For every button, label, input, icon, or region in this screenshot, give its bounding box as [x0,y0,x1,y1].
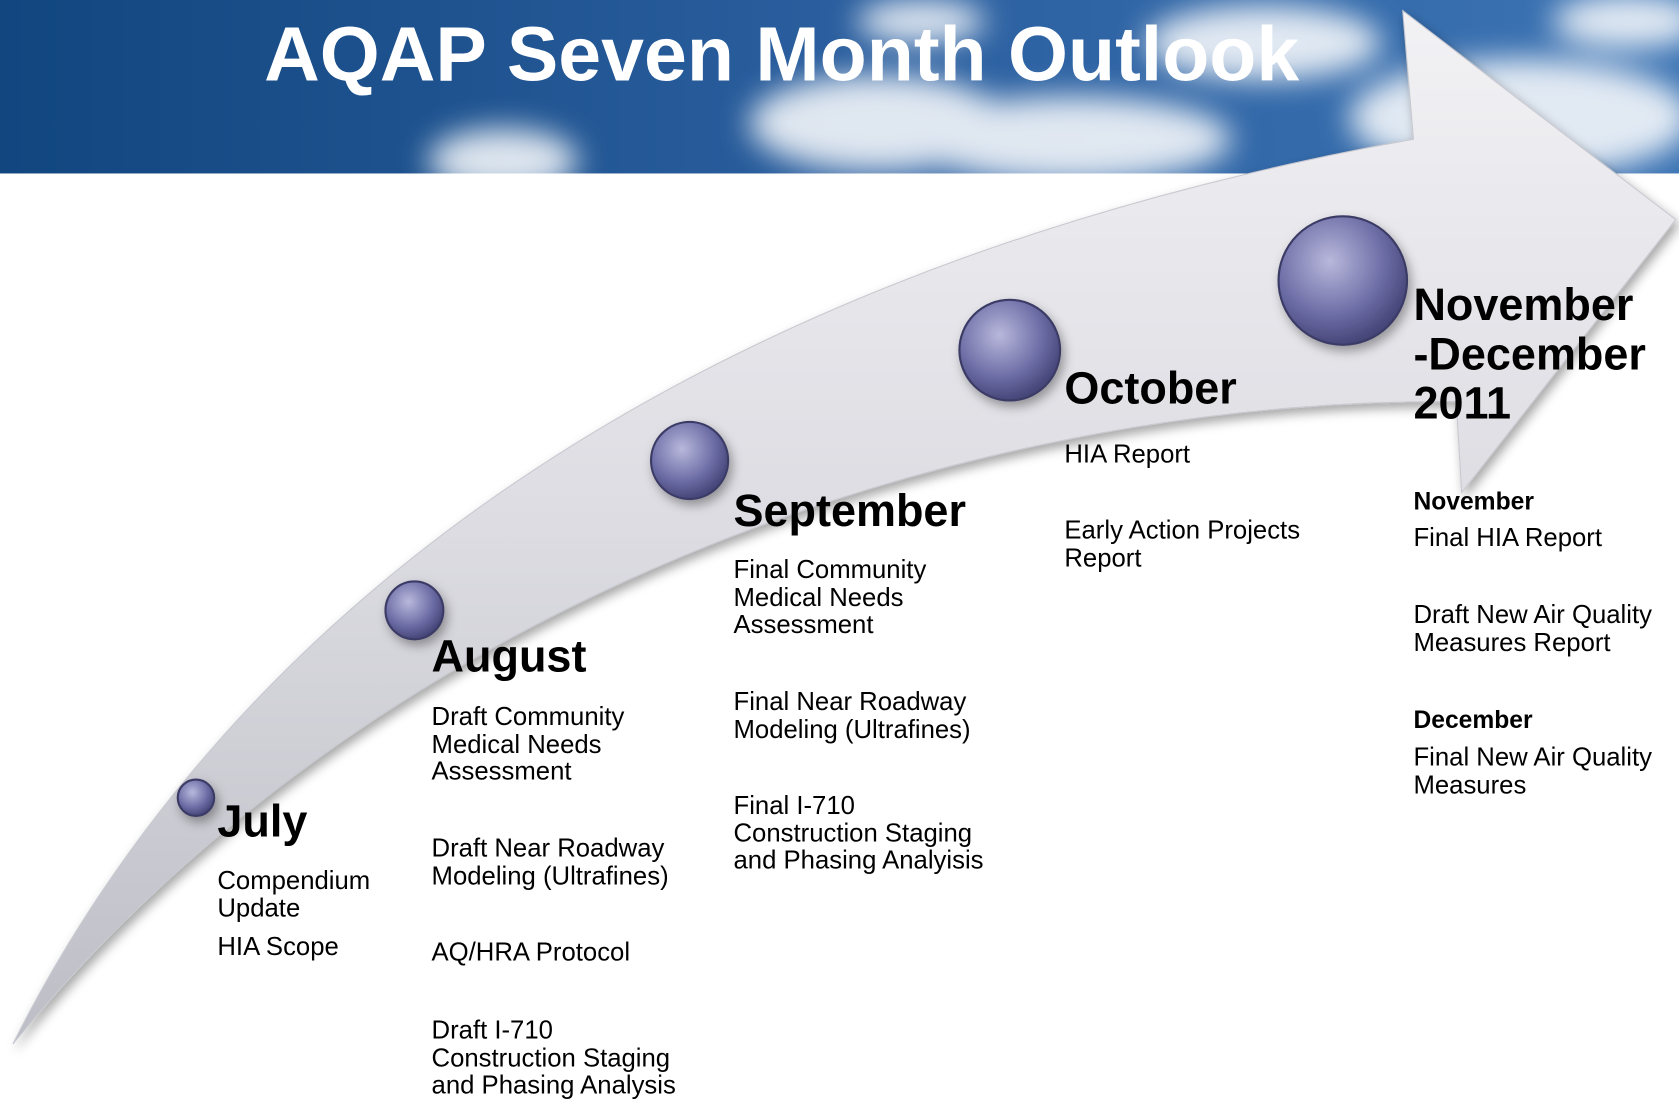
milestone-dot [1279,216,1407,344]
group-label: November [1413,487,1533,515]
slide: AQAP Seven Month Outlook July Compendium … [0,0,1679,1102]
milestone-item: Draft New Air Quality Measures Report [1413,602,1652,657]
milestone-item: Draft Near Roadway Modeling (Ultrafines) [432,835,669,890]
milestone-item: Early Action Projects Report [1064,517,1300,572]
milestone-item: Final Near Roadway Modeling (Ultrafines) [733,689,970,744]
milestone-month: November -December 2011 [1413,281,1645,429]
milestone-item: HIA Report [1064,441,1190,468]
milestone-dot [959,300,1060,401]
milestone-item: Final New Air Quality Measures [1413,744,1652,799]
group-label: December [1413,706,1532,734]
milestone-dot [651,422,728,499]
milestone-month: October [1064,364,1236,413]
milestone-item: AQ/HRA Protocol [432,939,631,966]
milestone-item: Draft I-710 Construction Staging and Pha… [432,1017,676,1099]
milestone-item: Final I-710 Construction Staging and Pha… [733,792,983,874]
milestone-item: Draft Community Medical Needs Assessment [432,704,625,786]
milestone-item: HIA Scope [217,934,338,961]
milestone-month: August [432,632,587,681]
milestone-dot [178,780,214,816]
milestone-month: September [733,486,965,535]
milestone-item: Final Community Medical Needs Assessment [733,557,926,639]
milestone-month: July [217,797,307,846]
slide-title: AQAP Seven Month Outlook [0,9,1563,101]
milestone-item: Compendium Update [217,867,370,922]
milestone-item: Final HIA Report [1413,525,1602,552]
